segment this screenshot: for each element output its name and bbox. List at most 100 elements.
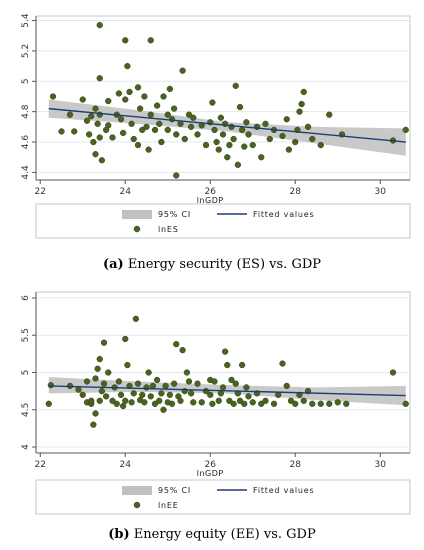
a-data-point bbox=[296, 108, 303, 115]
b-data-point bbox=[185, 378, 193, 385]
b-data-point bbox=[187, 390, 195, 397]
a-data-point bbox=[224, 154, 231, 161]
a-data-point bbox=[202, 141, 210, 149]
a-x-tick-label: 22 bbox=[35, 187, 46, 197]
b-data-point bbox=[145, 369, 152, 376]
a-data-point bbox=[92, 151, 99, 158]
b-data-point bbox=[92, 410, 99, 417]
caption-b-text: Energy equity (EE) vs. GDP bbox=[129, 527, 316, 542]
a-legend-point-label: lnES bbox=[158, 225, 179, 234]
b-data-point bbox=[90, 421, 97, 428]
a-y-tick-label: 5.4 bbox=[21, 13, 31, 28]
a-legend-ci-label: 95% CI bbox=[158, 210, 191, 219]
a-legend-fit-label: Fitted values bbox=[253, 210, 314, 219]
b-data-point bbox=[317, 400, 324, 407]
a-data-point bbox=[245, 131, 252, 138]
b-data-point bbox=[292, 400, 299, 407]
a-y-tick-label: 5.2 bbox=[21, 44, 31, 58]
caption-a-label: (a) bbox=[102, 257, 124, 272]
b-fitted-line bbox=[48, 385, 406, 397]
b-data-point bbox=[130, 390, 137, 397]
a-data-point bbox=[219, 131, 227, 138]
a-data-point bbox=[317, 141, 324, 149]
a-data-point bbox=[158, 138, 165, 146]
b-data-point bbox=[151, 400, 159, 407]
a-data-point bbox=[156, 120, 163, 127]
a-data-point bbox=[143, 123, 150, 131]
b-y-tick-label: 4.5 bbox=[21, 403, 31, 417]
b-data-point bbox=[221, 348, 229, 355]
b-data-point bbox=[47, 382, 55, 389]
a-data-point bbox=[58, 128, 65, 135]
b-data-point bbox=[177, 397, 184, 404]
a-data-point bbox=[258, 154, 265, 161]
a-data-point bbox=[292, 138, 299, 146]
b-data-point bbox=[279, 360, 286, 367]
b-data-point bbox=[88, 397, 95, 404]
b-data-point bbox=[141, 399, 148, 406]
a-data-point bbox=[122, 37, 129, 44]
a-data-point bbox=[285, 146, 293, 153]
a-data-point bbox=[217, 114, 225, 121]
a-data-point bbox=[173, 172, 180, 179]
a-data-point bbox=[309, 135, 316, 143]
a-data-point bbox=[262, 120, 269, 127]
b-x-tick-label: 28 bbox=[290, 460, 302, 470]
a-data-point bbox=[122, 96, 129, 103]
a-data-point bbox=[98, 157, 106, 164]
b-legend-ci-label: 95% CI bbox=[158, 486, 191, 495]
b-data-point bbox=[166, 391, 174, 399]
b-data-point bbox=[224, 361, 231, 369]
a-data-point bbox=[194, 131, 201, 138]
a-data-point bbox=[179, 67, 186, 74]
a-data-point bbox=[266, 135, 273, 143]
b-data-point bbox=[94, 365, 101, 372]
b-y-tick-label: 5 bbox=[21, 370, 31, 376]
b-data-point bbox=[122, 335, 129, 343]
b-data-point bbox=[226, 397, 233, 404]
a-data-point bbox=[166, 85, 174, 93]
a-x-axis-label: lnGDP bbox=[197, 196, 224, 205]
b-data-point bbox=[162, 382, 169, 390]
b-data-point bbox=[287, 397, 295, 404]
b-data-point bbox=[194, 380, 201, 387]
a-data-point bbox=[134, 84, 142, 91]
a-x-tick-label: 24 bbox=[120, 187, 132, 197]
b-data-point bbox=[143, 384, 150, 391]
b-data-point bbox=[209, 400, 216, 407]
b-data-point bbox=[132, 315, 140, 322]
a-fitted-line bbox=[48, 107, 406, 143]
b-data-point bbox=[215, 397, 222, 404]
b-data-point bbox=[236, 397, 244, 404]
b-data-point bbox=[115, 378, 123, 385]
b-data-point bbox=[402, 400, 409, 407]
a-data-point bbox=[164, 111, 171, 118]
b-data-point bbox=[326, 400, 333, 407]
a-data-point bbox=[283, 116, 290, 123]
b-data-point bbox=[139, 391, 146, 399]
a-data-point bbox=[160, 93, 167, 100]
b-data-point bbox=[230, 400, 237, 407]
a-data-point bbox=[213, 138, 220, 146]
a-data-point bbox=[230, 135, 237, 143]
b-data-point bbox=[228, 376, 235, 384]
a-data-point bbox=[83, 117, 91, 124]
a-data-point bbox=[66, 111, 74, 118]
a-data-point bbox=[92, 105, 99, 112]
b-data-point bbox=[232, 380, 239, 387]
b-x-tick-label: 30 bbox=[375, 460, 387, 470]
a-data-point bbox=[88, 113, 95, 120]
b-data-point bbox=[147, 393, 154, 400]
a-data-point bbox=[164, 126, 171, 134]
a-data-point bbox=[226, 141, 233, 149]
a-data-point bbox=[117, 116, 125, 123]
a-data-point bbox=[304, 123, 312, 131]
b-data-point bbox=[245, 393, 252, 400]
b-data-point bbox=[334, 399, 341, 406]
a-data-point bbox=[71, 128, 78, 135]
b-legend-ci-swatch bbox=[122, 486, 152, 495]
a-data-point bbox=[124, 62, 131, 70]
b-data-point bbox=[262, 397, 269, 404]
caption-a: (a) Energy security (ES) vs. GDP bbox=[0, 257, 424, 272]
a-data-point bbox=[241, 143, 248, 150]
